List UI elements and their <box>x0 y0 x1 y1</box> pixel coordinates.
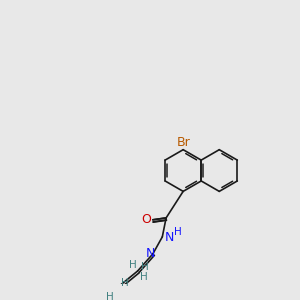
Text: O: O <box>141 213 151 226</box>
Text: H: H <box>129 260 137 270</box>
Text: H: H <box>121 278 128 288</box>
Text: H: H <box>106 292 114 300</box>
Text: H: H <box>141 262 149 272</box>
Text: N: N <box>164 231 174 244</box>
Text: Br: Br <box>176 136 190 148</box>
Text: N: N <box>145 248 155 260</box>
Text: H: H <box>140 272 148 282</box>
Text: H: H <box>174 227 181 237</box>
